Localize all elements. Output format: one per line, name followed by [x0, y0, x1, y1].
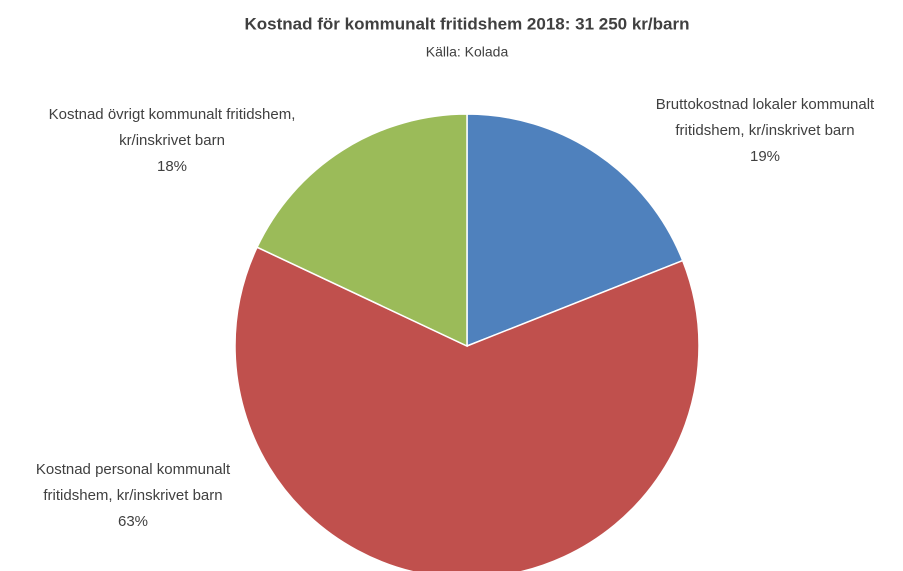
slice-label: Kostnad personal kommunalt fritidshem, k…: [8, 457, 258, 535]
category-label: Bruttokostnad lokaler kommunalt fritidsh…: [655, 96, 875, 139]
pie-slice: [466, 113, 684, 348]
pie-slice: [256, 113, 468, 348]
slice-label: Bruttokostnad lokaler kommunalt fritidsh…: [640, 92, 890, 170]
category-label: Kostnad personal kommunalt fritidshem, k…: [35, 461, 231, 504]
category-label: Kostnad övrigt kommunalt fritidshem, kr/…: [48, 106, 296, 149]
value-label: 19%: [749, 148, 781, 165]
pie-slice: [234, 246, 700, 571]
chart-title: Kostnad för kommunalt fritidshem 2018: 3…: [245, 14, 690, 33]
value-label: 63%: [117, 513, 149, 530]
value-label: 18%: [156, 158, 188, 175]
chart-subtitle: Källa: Kolada: [426, 44, 509, 60]
slice-label: Kostnad övrigt kommunalt fritidshem, kr/…: [47, 102, 297, 180]
